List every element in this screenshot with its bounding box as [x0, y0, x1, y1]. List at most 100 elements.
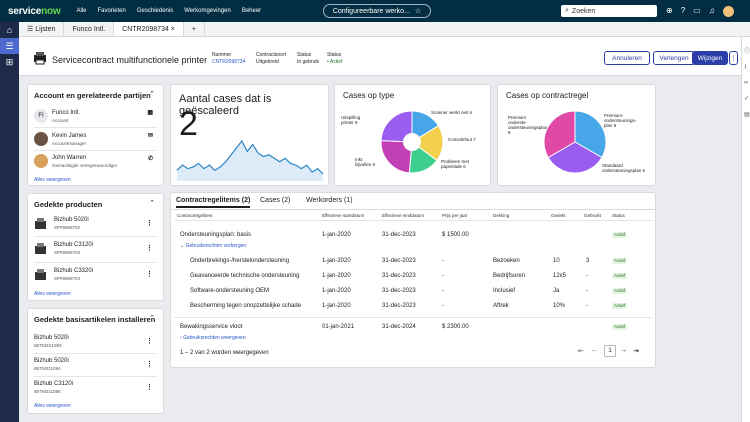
account-item[interactable]: Funco Intl. Account [52, 109, 80, 125]
table-row-name[interactable]: Bewakingsservice vloot [180, 324, 243, 330]
bell-icon[interactable]: ♫ [708, 6, 715, 15]
building-icon[interactable]: ▦ [147, 110, 153, 116]
list-icon[interactable]: ☰ [0, 38, 19, 54]
col-header[interactable]: Prijs per jaar [442, 213, 468, 218]
contact-item[interactable]: Kevin James Accountmanager [52, 132, 86, 148]
divider [170, 209, 656, 210]
first-page-icon[interactable]: ⇤ [578, 348, 584, 355]
doc-icon[interactable]: ▤ [744, 112, 750, 118]
more-icon[interactable]: ⋮ [146, 220, 153, 227]
hide-entitlements-link[interactable]: ⌄ Gebruiksrechten verbergen [180, 243, 246, 249]
product-item[interactable]: Bizhub 5020i SP#9969702 [54, 216, 89, 232]
contact-item[interactable]: John Warren Gemachtigde vertegenwoordiger [52, 154, 117, 170]
installed-item[interactable]: Bizhub 5020i IBITM211094 [34, 357, 69, 373]
product-item[interactable]: Bizhub C3120i SP#9969703 [54, 241, 93, 257]
more-icon[interactable]: ⋮ [146, 271, 153, 278]
pagination-summary: 1 – 2 van 2 worden weergegeven [180, 350, 269, 356]
tab-cases[interactable]: Cases (2) [260, 197, 291, 204]
show-entitlements-link[interactable]: › Gebruiksrechten weergeven [180, 335, 246, 341]
menu-history[interactable]: Geschiedenis [136, 8, 174, 14]
more-icon[interactable]: ⋮ [146, 384, 153, 391]
printer-icon [35, 269, 46, 280]
add-tab-button[interactable]: + [184, 22, 205, 36]
help-icon[interactable]: ? [680, 6, 686, 15]
info-icon[interactable]: ⓘ [744, 49, 750, 55]
view-all-link[interactable]: Alles weergeven [34, 403, 71, 409]
chevron-up-icon[interactable]: ⌃ [149, 315, 155, 322]
col-header[interactable]: Effectieve startdatum [322, 213, 365, 218]
divider [34, 376, 157, 377]
table-cell: 31-dec-2024 [382, 324, 416, 330]
mail-icon[interactable]: ✉ [147, 133, 153, 139]
pie-slice[interactable] [574, 110, 607, 159]
table-cell: 31-dec-2023 [382, 303, 416, 309]
col-header[interactable]: Gedekt [551, 213, 566, 218]
menu-favorites[interactable]: Favorieten [97, 8, 126, 14]
installed-item[interactable]: Bizhub C3120i IBITM211095 [34, 380, 73, 396]
user-avatar[interactable] [722, 6, 734, 17]
close-icon[interactable]: × [168, 25, 175, 33]
prev-page-icon[interactable]: ← [591, 347, 598, 354]
attachment-icon[interactable]: ⌇ [744, 65, 747, 71]
last-page-icon[interactable]: ⇥ [633, 348, 639, 355]
next-page-icon[interactable]: → [620, 347, 627, 354]
installed-item[interactable]: Bizhub 5020i IBITM2S1093 [34, 334, 69, 350]
pie-slice[interactable] [380, 110, 413, 143]
pie-slice[interactable] [543, 110, 576, 159]
star-icon[interactable]: ☆ [414, 8, 422, 15]
hierarchy-icon[interactable]: ⊞ [5, 56, 14, 67]
page-number[interactable]: 1 [604, 345, 616, 357]
chevron-up-icon[interactable]: ⌃ [149, 91, 155, 98]
context-pill[interactable]: Configureerbare werko... ☆ [323, 4, 431, 18]
menu-admin[interactable]: Beheer [241, 8, 262, 14]
table-cell: 31-dec-2023 [382, 232, 416, 238]
col-header[interactable]: Dekking [493, 213, 510, 218]
tab-lists[interactable]: ☰ Lijsten [19, 22, 65, 36]
menu-all[interactable]: Alle [76, 8, 87, 14]
chevron-up-icon[interactable]: ⌃ [149, 200, 155, 207]
chat-icon[interactable]: ▭ [693, 6, 701, 15]
toggle-label: Gebruiksrechten weergeven [183, 335, 246, 341]
home-icon[interactable]: ⌂ [6, 25, 13, 35]
table-row-name[interactable]: Software-ondersteuning OEM [190, 288, 270, 294]
link-icon[interactable]: ∞ [744, 80, 749, 86]
more-button[interactable]: ⋮ [729, 51, 738, 65]
phone-icon[interactable]: ✆ [147, 156, 153, 162]
servicenow-logo[interactable]: servicenow [8, 5, 61, 17]
product-item[interactable]: Bizhub C3320i SP#9969704 [54, 267, 93, 283]
table-cell: 01-jan-2021 [322, 324, 355, 330]
meta-state: Status In gebruik [297, 52, 319, 66]
col-header[interactable]: Contractregelitem [177, 213, 213, 218]
tab-contract[interactable]: CNTR2098734 × [114, 22, 184, 36]
installed-title: Gedekte basisartikelen installeren [34, 315, 156, 324]
col-header[interactable]: Effectieve einddatum [382, 213, 424, 218]
more-icon[interactable]: ⋮ [146, 245, 153, 252]
col-header[interactable]: Gebruikt [584, 213, 602, 218]
check-icon[interactable]: ✓ [744, 96, 750, 102]
tab-contract-lines[interactable]: Contractregelitems (2) [176, 197, 251, 208]
edit-button[interactable]: Wijzigen [692, 51, 728, 65]
search-input[interactable]: ⌕ Zoeken [561, 5, 657, 17]
view-all-link[interactable]: Alles weergeven [34, 177, 71, 183]
menu-workspaces[interactable]: Werkomgevingen [184, 8, 231, 14]
table-row-name[interactable]: Onderbrekings-/herstelondersteuning [190, 258, 290, 264]
tab-work-orders[interactable]: Werkorders (1) [306, 197, 353, 204]
cases-by-type-card: Cases op type Scanner werkt niet 6 Conso… [334, 84, 491, 186]
table-row-name[interactable]: Bescherming tegen onopzettelijke schade [190, 303, 302, 309]
table-row-name[interactable]: Geavanceerde technische ondersteuning [190, 273, 300, 279]
table-row-name[interactable]: Ondersteuningsplan: basis [180, 232, 252, 238]
extend-button[interactable]: Verlengen [653, 51, 695, 65]
meta-value[interactable]: CNTR2098734 [212, 59, 246, 65]
meta-value: Uitgebreid [256, 59, 279, 65]
pie-slice[interactable] [380, 140, 413, 174]
meta-value: • Actief [327, 59, 343, 65]
more-icon[interactable]: ⋮ [146, 361, 153, 368]
more-icon[interactable]: ⋮ [146, 338, 153, 345]
logo-text-accent: now [41, 5, 61, 17]
table-cell: - [586, 288, 588, 294]
col-header[interactable]: Status [612, 213, 625, 218]
view-all-link[interactable]: Alles weergeven [34, 291, 71, 297]
globe-icon[interactable]: ⊕ [666, 6, 673, 15]
tab-account[interactable]: Funco Intl. [64, 22, 115, 36]
cancel-button[interactable]: Annuleren [604, 51, 650, 65]
